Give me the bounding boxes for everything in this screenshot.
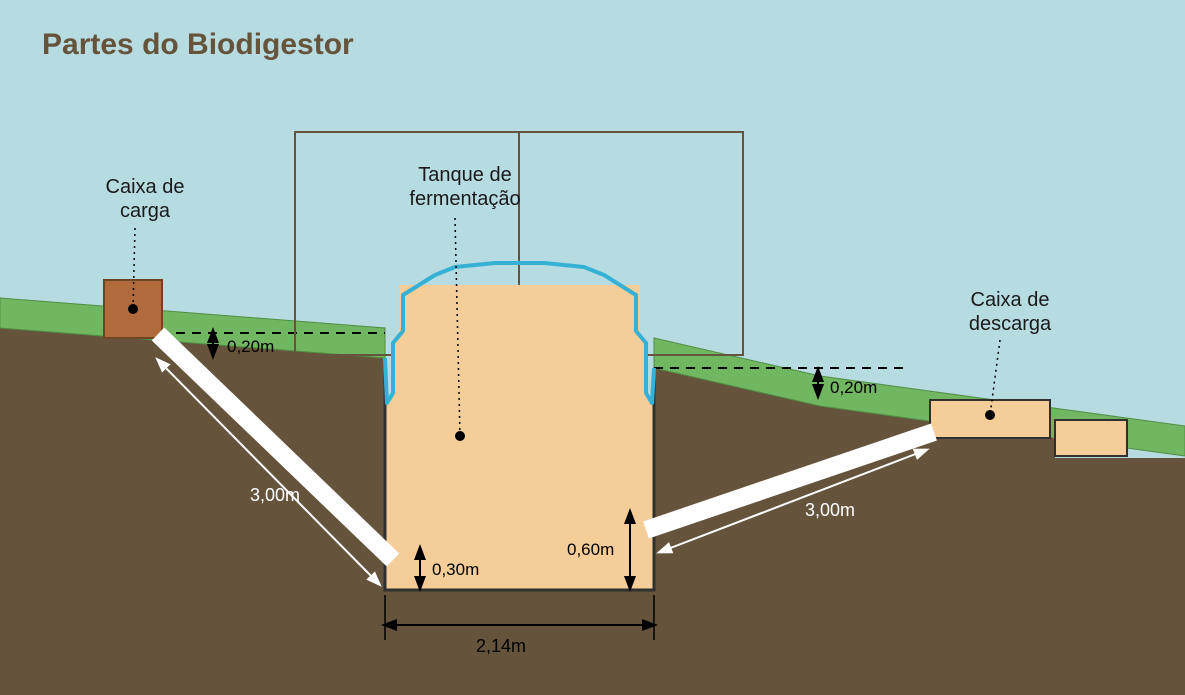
dim-left-pipe: 3,00m [250,485,300,506]
label-descarga: Caixa de descarga [930,288,1090,336]
dim-left-020: 0,20m [227,337,274,357]
dim-right-pipe: 3,00m [805,500,855,521]
dim-width: 2,14m [476,636,526,657]
dim-h060: 0,60m [567,540,614,560]
dim-h030: 0,30m [432,560,479,580]
dim-right-020: 0,20m [830,378,877,398]
label-carga: Caixa de carga [65,175,225,223]
diagram-title: Partes do Biodigestor [42,28,354,62]
label-tanque: Tanque de fermentação [385,163,545,211]
